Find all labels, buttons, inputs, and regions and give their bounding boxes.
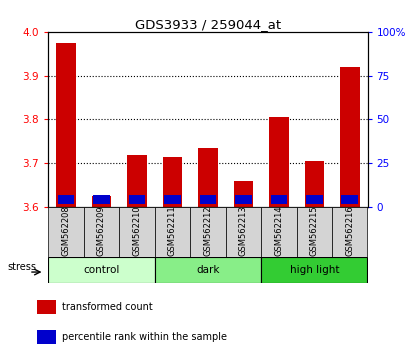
Bar — [48, 257, 155, 283]
Bar — [37, 300, 56, 314]
Bar — [304, 161, 324, 207]
Text: GSM562215: GSM562215 — [310, 206, 319, 256]
Bar — [261, 207, 297, 257]
Bar — [92, 196, 111, 207]
Bar — [198, 148, 218, 207]
Text: transformed count: transformed count — [62, 302, 152, 312]
Text: GSM562208: GSM562208 — [62, 206, 71, 256]
Text: stress: stress — [7, 262, 36, 272]
Bar — [58, 195, 74, 204]
Bar — [48, 207, 84, 257]
Text: GSM562211: GSM562211 — [168, 206, 177, 256]
Bar — [190, 207, 226, 257]
Bar — [37, 330, 56, 344]
Bar — [155, 207, 190, 257]
Bar — [155, 257, 261, 283]
Bar — [261, 257, 368, 283]
Bar — [163, 157, 182, 207]
Bar — [164, 195, 181, 204]
Bar — [56, 43, 76, 207]
Bar — [93, 195, 110, 204]
Title: GDS3933 / 259044_at: GDS3933 / 259044_at — [135, 18, 281, 31]
Bar — [306, 195, 323, 204]
Text: percentile rank within the sample: percentile rank within the sample — [62, 332, 227, 342]
Bar — [234, 181, 253, 207]
Bar — [235, 195, 252, 204]
Bar — [341, 195, 358, 204]
Bar — [297, 207, 332, 257]
Bar — [269, 117, 289, 207]
Text: control: control — [83, 265, 120, 275]
Text: dark: dark — [196, 265, 220, 275]
Bar — [84, 207, 119, 257]
Bar — [332, 207, 368, 257]
Text: GSM562213: GSM562213 — [239, 206, 248, 256]
Bar — [226, 207, 261, 257]
Bar — [340, 67, 360, 207]
Bar — [270, 195, 287, 204]
Text: GSM562216: GSM562216 — [345, 206, 354, 256]
Text: high light: high light — [289, 265, 339, 275]
Bar — [127, 154, 147, 207]
Text: GSM562214: GSM562214 — [274, 206, 284, 256]
Bar — [119, 207, 155, 257]
Bar — [200, 195, 216, 204]
Text: GSM562212: GSM562212 — [203, 206, 213, 256]
Bar — [129, 195, 145, 204]
Text: GSM562210: GSM562210 — [132, 206, 142, 256]
Text: GSM562209: GSM562209 — [97, 206, 106, 256]
